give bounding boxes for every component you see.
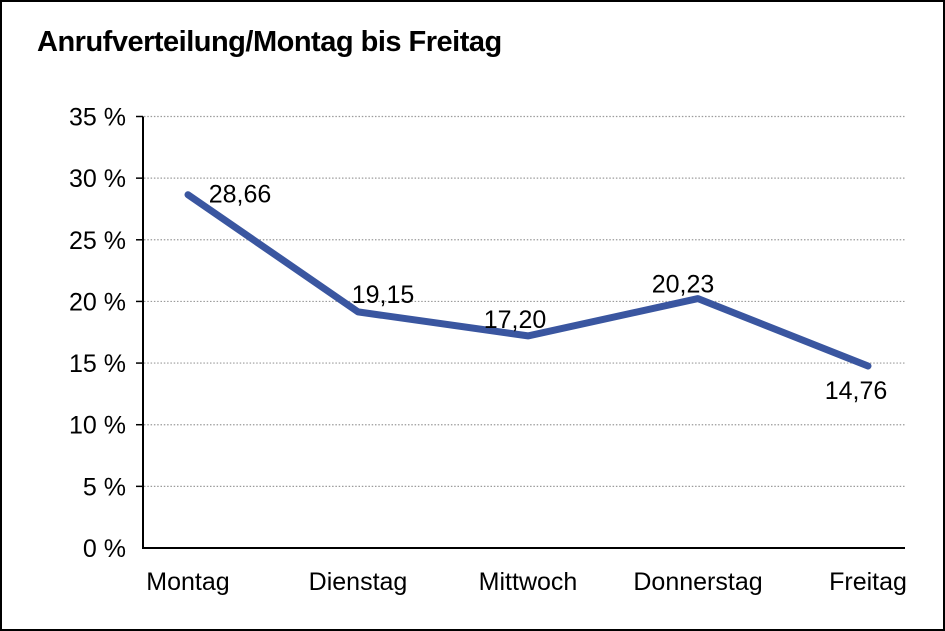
series-line [184, 191, 872, 370]
y-axis-label: 25 % [69, 227, 126, 255]
x-axis-label: Montag [146, 568, 229, 596]
y-axis-label: 10 % [69, 412, 126, 440]
data-label: 19,15 [352, 281, 415, 309]
data-label: 14,76 [825, 377, 888, 405]
data-label: 28,66 [209, 181, 272, 209]
x-axis-label: Freitag [829, 568, 907, 596]
y-axis-label: 0 % [83, 535, 126, 563]
y-axis-label: 5 % [83, 473, 126, 501]
data-label: 17,20 [484, 306, 547, 334]
y-axis-label: 20 % [69, 288, 126, 316]
x-axis-label: Donnerstag [633, 568, 762, 596]
x-axis-label: Mittwoch [479, 568, 578, 596]
data-label: 20,23 [652, 271, 715, 299]
x-axis-label: Dienstag [309, 568, 408, 596]
y-axis-label: 30 % [69, 165, 126, 193]
y-axis-label: 15 % [69, 350, 126, 378]
y-axis-label: 35 % [69, 104, 126, 132]
chart-title: Anrufverteilung/Montag bis Freitag [37, 26, 502, 58]
